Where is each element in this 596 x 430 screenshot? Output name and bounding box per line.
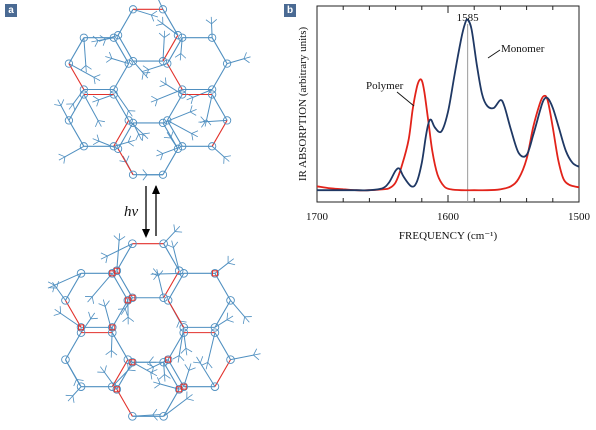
x-tick-label: 1700 [306,211,329,223]
polymer-network [47,224,261,421]
x-tick-label: 1600 [437,211,460,223]
monomer-network [54,0,251,181]
x-tick-label: 1500 [568,211,591,223]
panel-label-b: b [284,4,296,17]
annotation-monomer: Monomer [501,43,545,55]
reference-line-label: 1585 [457,12,480,24]
annotation-leader-polymer [396,91,415,107]
series-line-polymer [316,78,580,192]
x-axis-ticks [316,6,580,202]
panel-label-a: a [5,4,17,17]
series-line-monomer [317,18,580,192]
annotation-leader-monomer [487,49,501,59]
annotation-polymer: Polymer [366,80,404,92]
y-axis-title: IR ABSORPTION (arbitrary units) [297,27,309,182]
x-axis-title: FREQUENCY (cm⁻¹) [399,230,498,242]
molecular-network-illustration: hv [47,0,261,421]
series-lines [316,18,580,192]
arrow-label-hv: hv [124,204,139,220]
reaction-arrows [142,185,160,238]
x-axis-tick-labels: 1700 1600 1500 [306,211,591,223]
